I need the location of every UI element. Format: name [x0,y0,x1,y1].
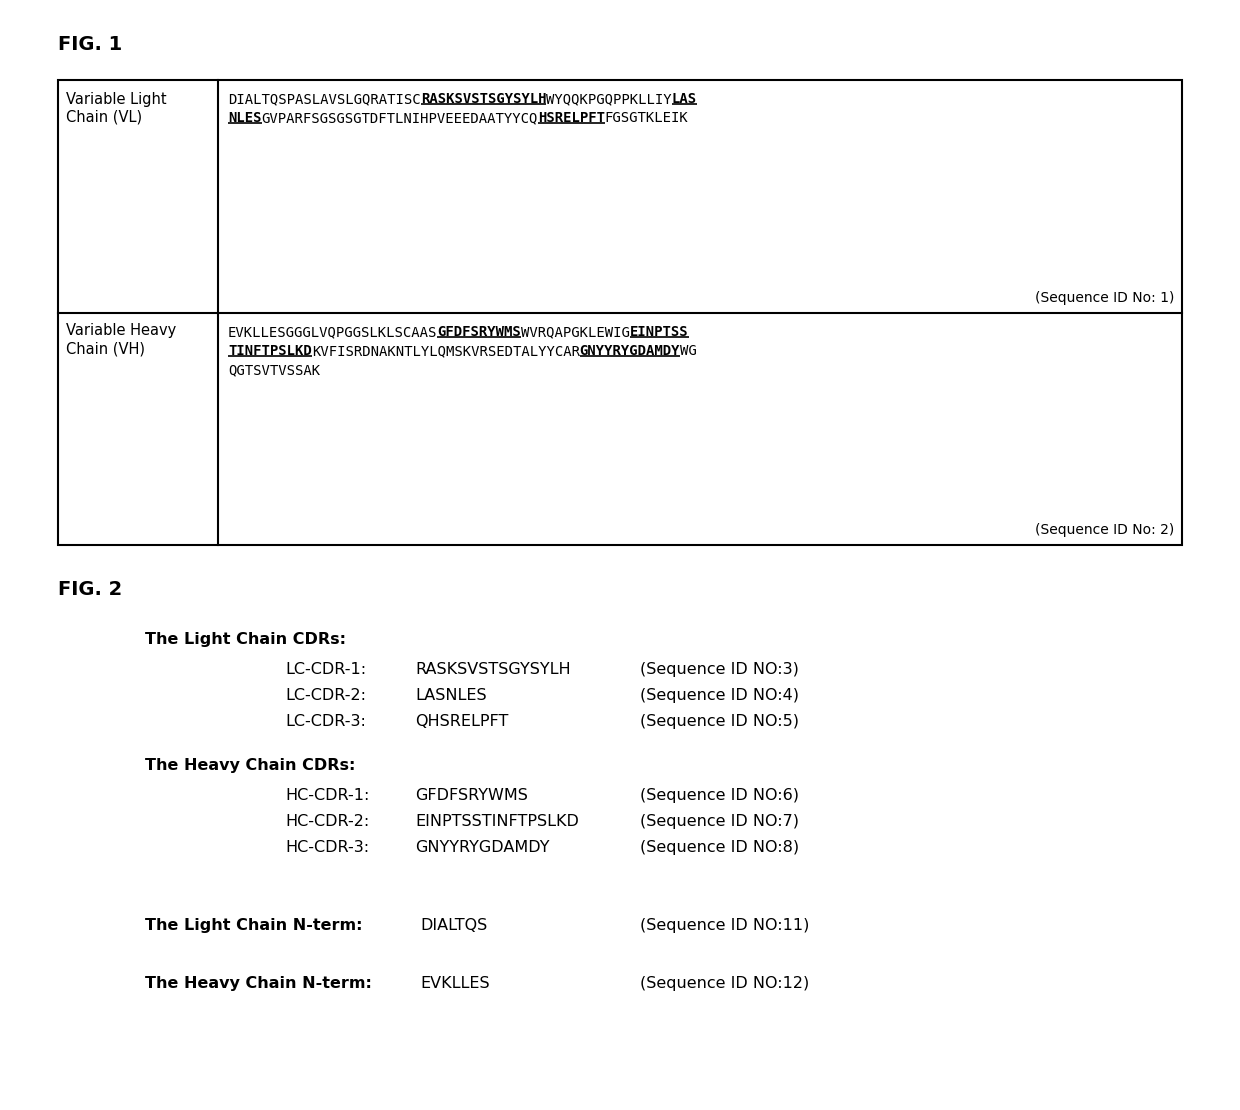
Text: DIALTQS: DIALTQS [420,918,487,934]
Text: EINPTSS: EINPTSS [630,325,688,339]
Text: (Sequence ID NO:8): (Sequence ID NO:8) [640,840,799,855]
Text: Variable Heavy: Variable Heavy [66,323,176,339]
Text: LAS: LAS [672,92,697,105]
Text: GFDFSRYWMS: GFDFSRYWMS [438,325,521,339]
Text: LC-CDR-1:: LC-CDR-1: [285,662,366,677]
Text: (Sequence ID NO:3): (Sequence ID NO:3) [640,662,799,677]
Text: EVKLLESGGGLVQPGGSLKLSCAAS: EVKLLESGGGLVQPGGSLKLSCAAS [228,325,438,339]
Text: The Light Chain N-term:: The Light Chain N-term: [145,918,362,934]
Text: KVFISRDNAKNTLYLQMSKVRSEDTALYYCAR: KVFISRDNAKNTLYLQMSKVRSEDTALYYCAR [311,344,580,359]
Text: (Sequence ID NO:4): (Sequence ID NO:4) [640,688,799,703]
Text: EVKLLES: EVKLLES [420,976,490,991]
Text: NLES: NLES [228,111,262,125]
Bar [58,80,1182,545]
Text: LC-CDR-2:: LC-CDR-2: [285,688,366,703]
Text: WG: WG [681,344,697,359]
Text: EINPTSSTINFTPSLKD: EINPTSSTINFTPSLKD [415,814,579,829]
Text: (Sequence ID NO:5): (Sequence ID NO:5) [640,714,799,729]
Text: FIG. 2: FIG. 2 [58,581,123,599]
Text: Chain (VH): Chain (VH) [66,341,145,356]
Text: DIALTQSPASLAVSLGQRATISC: DIALTQSPASLAVSLGQRATISC [228,92,420,105]
Text: The Heavy Chain N-term:: The Heavy Chain N-term: [145,976,372,991]
Text: The Light Chain CDRs:: The Light Chain CDRs: [145,632,346,647]
Text: (Sequence ID NO:12): (Sequence ID NO:12) [640,976,810,991]
Text: (Sequence ID No: 1): (Sequence ID No: 1) [1034,291,1174,305]
Text: FIG. 1: FIG. 1 [58,36,123,54]
Text: Variable Light: Variable Light [66,92,166,107]
Text: FGSGTKLEIK: FGSGTKLEIK [605,111,688,125]
Text: RASKSVSTSGYSYLH: RASKSVSTSGYSYLH [420,92,547,105]
Text: GNYYRYGDAMDY: GNYYRYGDAMDY [415,840,549,855]
Text: WYQQKPGQPPKLLIY: WYQQKPGQPPKLLIY [547,92,672,105]
Text: HC-CDR-2:: HC-CDR-2: [285,814,370,829]
Text: HC-CDR-3:: HC-CDR-3: [285,840,370,855]
Text: LASNLES: LASNLES [415,688,486,703]
Text: WVRQAPGKLEWIG: WVRQAPGKLEWIG [521,325,630,339]
Text: HSRELPFT: HSRELPFT [538,111,605,125]
Text: GFDFSRYWMS: GFDFSRYWMS [415,788,528,803]
Text: (Sequence ID NO:11): (Sequence ID NO:11) [640,918,810,934]
Text: (Sequence ID NO:7): (Sequence ID NO:7) [640,814,799,829]
Text: (Sequence ID NO:6): (Sequence ID NO:6) [640,788,799,803]
Text: HC-CDR-1:: HC-CDR-1: [285,788,370,803]
Text: GNYYRYGDAMDY: GNYYRYGDAMDY [580,344,681,359]
Text: RASKSVSTSGYSYLH: RASKSVSTSGYSYLH [415,662,570,677]
Text: (Sequence ID No: 2): (Sequence ID No: 2) [1034,523,1174,537]
Text: Chain (VL): Chain (VL) [66,110,143,125]
Text: The Heavy Chain CDRs:: The Heavy Chain CDRs: [145,758,356,773]
Text: GVPARFSGSGSGTDFTLNIHPVEEEDAATYYCQ: GVPARFSGSGSGTDFTLNIHPVEEEDAATYYCQ [262,111,538,125]
Text: QGTSVTVSSAK: QGTSVTVSSAK [228,363,320,377]
Text: TINFTPSLKD: TINFTPSLKD [228,344,311,359]
Text: LC-CDR-3:: LC-CDR-3: [285,714,366,729]
Text: QHSRELPFT: QHSRELPFT [415,714,508,729]
